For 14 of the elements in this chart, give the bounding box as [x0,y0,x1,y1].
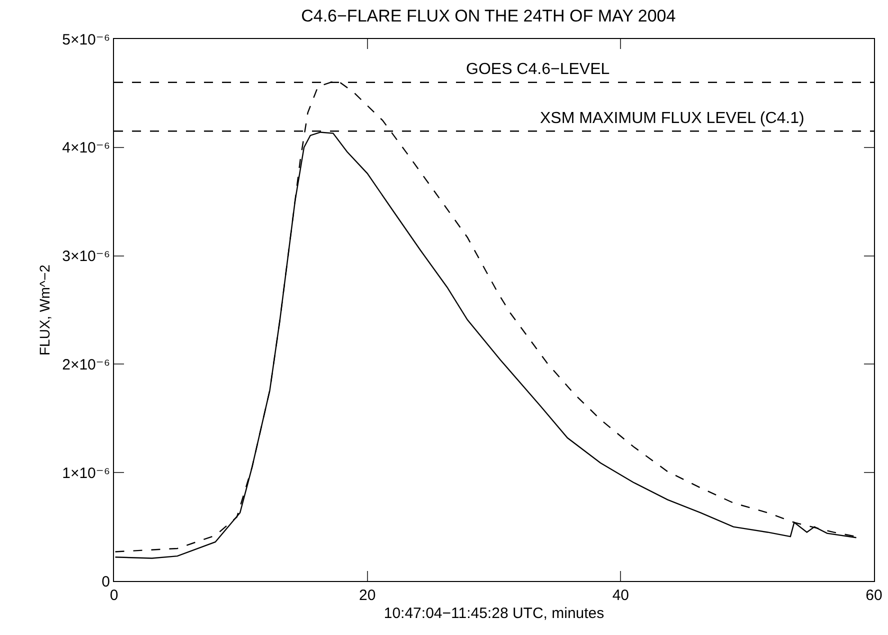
y-axis-title: FLUX, Wm^−2 [36,264,53,356]
y-tick-label: 5×10⁻⁶ [62,31,110,48]
y-tick-label: 2×10⁻⁶ [62,356,110,374]
x-tick-label: 60 [866,587,882,604]
x-tick-label: 20 [358,587,376,604]
ref-line-label: GOES C4.6−LEVEL [466,61,610,78]
x-tick-label: 40 [612,587,630,604]
y-tick-label: 3×10⁻⁶ [62,248,110,266]
ref-line-label: XSM MAXIMUM FLUX LEVEL (C4.1) [540,110,804,127]
y-tick-label: 4×10⁻⁶ [62,140,110,157]
chart-title: C4.6−FLARE FLUX ON THE 24TH OF MAY 2004 [301,6,676,26]
y-tick-label: 1×10⁻⁶ [62,464,110,482]
x-axis-title: 10:47:04−11:45:28 UTC, minutes [384,605,604,622]
y-tick-label: 0 [102,573,110,590]
